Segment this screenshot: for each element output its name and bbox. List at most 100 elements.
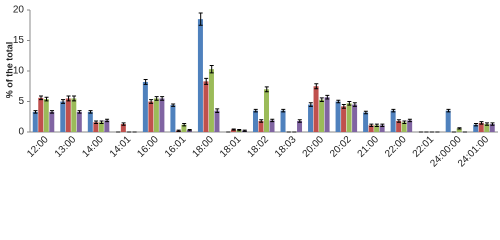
error-bar bbox=[391, 108, 396, 113]
x-tick-label: 18:00 bbox=[190, 134, 216, 160]
bar bbox=[390, 110, 396, 132]
error-bar bbox=[121, 122, 126, 126]
bar bbox=[197, 19, 203, 132]
bar bbox=[252, 110, 258, 132]
error-bar bbox=[99, 120, 104, 124]
bar bbox=[489, 124, 495, 132]
error-bar bbox=[297, 119, 302, 123]
bar bbox=[98, 122, 104, 132]
x-tick-label: 13:00 bbox=[53, 134, 79, 160]
error-bar bbox=[380, 123, 385, 128]
x-tick-label: 21:00 bbox=[356, 134, 382, 160]
error-bar bbox=[363, 110, 368, 115]
bar bbox=[153, 98, 159, 132]
error-bar bbox=[94, 120, 99, 124]
bar bbox=[269, 120, 275, 132]
error-bar bbox=[479, 121, 484, 125]
bar bbox=[352, 104, 358, 132]
error-bar bbox=[160, 96, 165, 101]
error-bar bbox=[198, 12, 203, 26]
chart: % of the total 0 5 10 15 20 12:00 13:00 14:00 14… bbox=[4, 5, 498, 170]
error-bar bbox=[209, 65, 214, 74]
bar bbox=[258, 121, 264, 132]
bar bbox=[319, 99, 325, 132]
bar bbox=[280, 110, 286, 132]
y-tick-label: 15 bbox=[13, 35, 25, 46]
error-bar bbox=[154, 96, 159, 101]
bar bbox=[308, 104, 314, 132]
x-tick-label: 18:02 bbox=[246, 134, 272, 160]
error-bar bbox=[253, 108, 258, 113]
error-bar bbox=[215, 108, 220, 113]
y-tick-label: 20 bbox=[13, 5, 25, 16]
bar bbox=[445, 110, 451, 132]
error-bar bbox=[341, 104, 346, 109]
error-bar bbox=[231, 128, 236, 131]
bar bbox=[473, 124, 479, 132]
bar bbox=[87, 111, 93, 132]
x-tick-label: 14:01 bbox=[108, 134, 134, 160]
x-tick-label: 16:00 bbox=[135, 134, 161, 160]
error-bar bbox=[39, 95, 44, 101]
error-bar bbox=[490, 122, 495, 126]
error-bar bbox=[347, 101, 352, 106]
bar bbox=[148, 101, 154, 132]
error-bar bbox=[237, 129, 242, 132]
y-tick-label: 5 bbox=[18, 96, 24, 107]
error-bar bbox=[264, 86, 269, 93]
y-axis-label: % of the total bbox=[4, 42, 14, 99]
error-bar bbox=[33, 110, 38, 114]
bar bbox=[346, 103, 352, 132]
error-bar bbox=[314, 83, 319, 90]
error-bar bbox=[149, 99, 154, 104]
error-bar bbox=[105, 118, 110, 123]
error-bar bbox=[484, 122, 489, 126]
bar bbox=[368, 125, 374, 132]
bar bbox=[341, 106, 347, 132]
bar bbox=[363, 112, 369, 132]
bar bbox=[43, 99, 49, 132]
bar bbox=[60, 101, 66, 132]
bar bbox=[484, 124, 490, 132]
error-bar bbox=[176, 129, 181, 132]
bar bbox=[379, 125, 385, 132]
bar bbox=[142, 81, 148, 132]
bar bbox=[264, 89, 270, 132]
error-bar bbox=[352, 102, 357, 107]
error-bar bbox=[171, 103, 176, 107]
bar bbox=[65, 98, 71, 132]
error-bar bbox=[204, 77, 209, 85]
error-bar bbox=[143, 79, 148, 85]
error-bar bbox=[319, 97, 324, 102]
bar bbox=[407, 120, 413, 132]
error-bar bbox=[270, 118, 275, 123]
bar bbox=[120, 124, 126, 132]
bar bbox=[32, 111, 38, 132]
error-bar bbox=[396, 119, 401, 123]
bar bbox=[93, 122, 99, 132]
bar bbox=[324, 97, 330, 132]
error-bar bbox=[336, 99, 341, 104]
error-bar bbox=[308, 102, 313, 107]
error-bar bbox=[457, 127, 462, 130]
x-tick-label: 16:01 bbox=[163, 134, 189, 160]
bar bbox=[159, 98, 165, 132]
y-tick-label: 10 bbox=[13, 66, 25, 77]
x-tick-label: 12:00 bbox=[25, 134, 51, 160]
bar bbox=[313, 86, 319, 132]
x-tick-label: 24:01:00 bbox=[456, 134, 492, 170]
bar bbox=[208, 69, 214, 132]
error-bar bbox=[44, 96, 49, 102]
bar bbox=[170, 105, 176, 132]
x-tick-label: 20:02 bbox=[328, 134, 354, 160]
x-tick-label: 22:00 bbox=[383, 134, 409, 160]
bar bbox=[230, 129, 236, 132]
error-bar bbox=[66, 95, 71, 102]
error-bar bbox=[446, 108, 451, 113]
bar bbox=[297, 121, 303, 132]
error-bar bbox=[325, 94, 330, 100]
x-tick-label: 18:03 bbox=[273, 134, 299, 160]
bar bbox=[76, 111, 82, 132]
bar bbox=[71, 98, 77, 132]
y-tick-label: 0 bbox=[18, 127, 24, 138]
